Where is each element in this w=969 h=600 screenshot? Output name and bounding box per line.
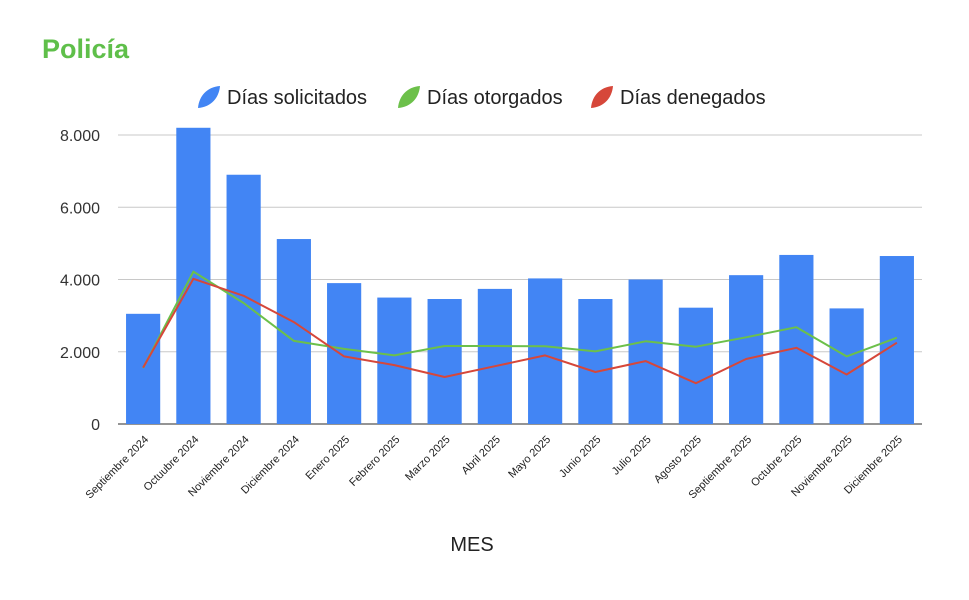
bar (578, 299, 613, 424)
bar (879, 256, 914, 424)
x-tick-label: Julio 2025 (610, 434, 654, 478)
legend: Días solicitados Días otorgados Días deneg… (198, 86, 766, 109)
bar (226, 174, 261, 424)
x-tick-label: Enero 2025 (304, 434, 353, 483)
series-line (142, 277, 898, 385)
bar (377, 297, 412, 424)
bar (126, 313, 161, 424)
x-tick-label: Agosto 2025 (652, 434, 704, 486)
bar (176, 127, 211, 425)
x-tick-label: Febrero 2025 (347, 434, 402, 489)
legend-swatch (591, 86, 613, 108)
y-tick-label: 2.000 (60, 345, 100, 362)
bar (779, 254, 814, 424)
x-tick-label: Abril 2025 (459, 434, 503, 478)
legend-swatch (198, 86, 220, 108)
bar (327, 283, 362, 424)
bar (729, 275, 764, 424)
bar (477, 288, 512, 424)
x-tick-label: Septiembre 2024 (84, 434, 152, 502)
bar (678, 307, 713, 424)
x-tick-label: Junio 2025 (557, 434, 604, 481)
bar (528, 278, 563, 424)
y-tick-label: 4.000 (60, 273, 100, 290)
y-tick-label: 0 (91, 417, 100, 434)
y-tick-label: 8.000 (60, 128, 100, 145)
bar (628, 279, 663, 424)
x-tick-label: Mayo 2025 (506, 434, 553, 481)
x-tick-label: Octubre 2025 (749, 434, 805, 490)
bar (427, 299, 462, 424)
y-tick-label: 6.000 (60, 200, 100, 217)
legend-label: Días otorgados (427, 87, 563, 109)
legend-label: Días solicitados (227, 87, 367, 109)
x-tick-label: Marzo 2025 (403, 434, 453, 484)
series-line (142, 270, 898, 369)
x-axis-label: MES (450, 534, 493, 556)
bar-series (126, 127, 914, 425)
legend-label: Días denegados (620, 87, 766, 109)
legend-swatch (398, 86, 420, 108)
chart-title: Policía (42, 34, 130, 64)
line-series (142, 270, 898, 385)
y-axis: 0 2.000 4.000 6.000 8.000 (60, 128, 100, 434)
